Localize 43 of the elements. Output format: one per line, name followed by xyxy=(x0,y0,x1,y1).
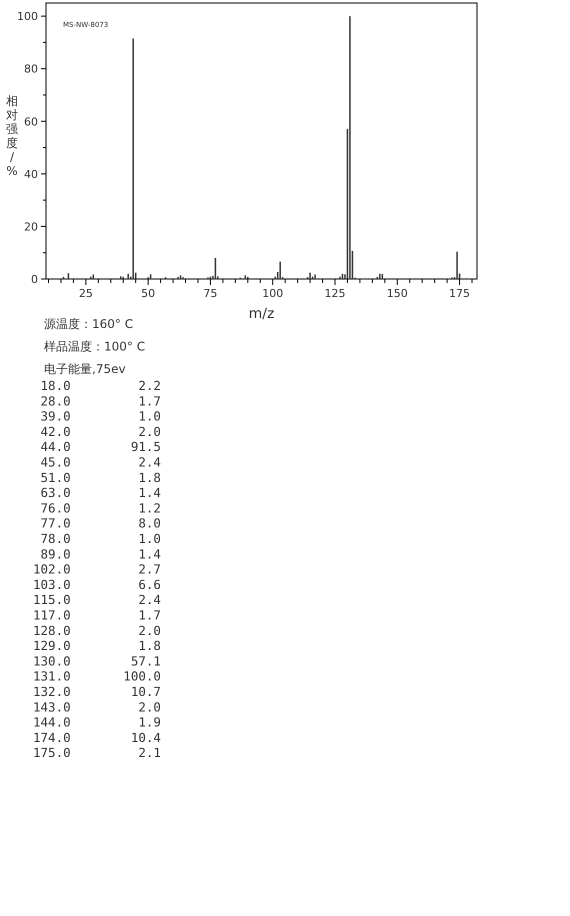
y-axis-title: 相对强度/% xyxy=(6,94,18,178)
x-tick-label: 75 xyxy=(203,287,218,300)
text: 129.0 1.8 xyxy=(33,638,161,654)
text: 样品温度：100° C xyxy=(44,340,146,354)
text: 144.0 1.9 xyxy=(33,714,161,730)
text: 103.0 6.6 xyxy=(33,576,161,592)
x-tick-label: 175 xyxy=(449,287,470,300)
y-tick-label: 80 xyxy=(24,62,38,76)
text: 130.0 57.1 xyxy=(33,653,161,668)
text: 42.0 2.0 xyxy=(33,424,161,439)
y-tick-label: 100 xyxy=(17,10,38,24)
text: 77.0 8.0 xyxy=(33,516,161,531)
x-tick-label: 150 xyxy=(386,287,408,300)
x-tick-label: 25 xyxy=(78,287,93,300)
text: 78.0 1.0 xyxy=(33,531,161,546)
text: 63.0 1.4 xyxy=(33,485,161,500)
y-tick-label: 20 xyxy=(24,220,38,234)
text: 175.0 2.1 xyxy=(33,745,161,760)
text: 174.0 10.4 xyxy=(33,730,161,745)
text: 128.0 2.0 xyxy=(33,622,161,638)
text: 44.0 91.5 xyxy=(33,439,161,454)
x-tick-label: 125 xyxy=(324,287,346,300)
text: 102.0 2.7 xyxy=(33,562,161,577)
text: 117.0 1.7 xyxy=(33,608,161,622)
y-tick-label: 40 xyxy=(24,168,38,181)
x-tick-label: 100 xyxy=(262,287,284,300)
text: 源温度：160° C xyxy=(44,317,134,331)
text: 28.0 1.7 xyxy=(33,393,161,408)
text: 51.0 1.8 xyxy=(33,470,161,485)
y-tick-label: 60 xyxy=(24,115,38,128)
text: 18.0 2.2 xyxy=(33,378,161,393)
text: 89.0 1.4 xyxy=(33,546,161,562)
text: 115.0 2.4 xyxy=(33,592,161,608)
text: 45.0 2.4 xyxy=(33,454,161,470)
text: 39.0 1.0 xyxy=(33,408,161,424)
text: 143.0 2.0 xyxy=(33,699,161,714)
x-axis-title: m/z xyxy=(248,306,274,322)
text: 电子能量,75ev xyxy=(44,362,126,376)
text: 131.0 100.0 xyxy=(33,668,161,684)
x-tick-label: 50 xyxy=(141,287,156,300)
text: 132.0 10.7 xyxy=(33,684,161,699)
text: 76.0 1.2 xyxy=(33,500,161,516)
y-tick-label: 0 xyxy=(31,273,38,286)
